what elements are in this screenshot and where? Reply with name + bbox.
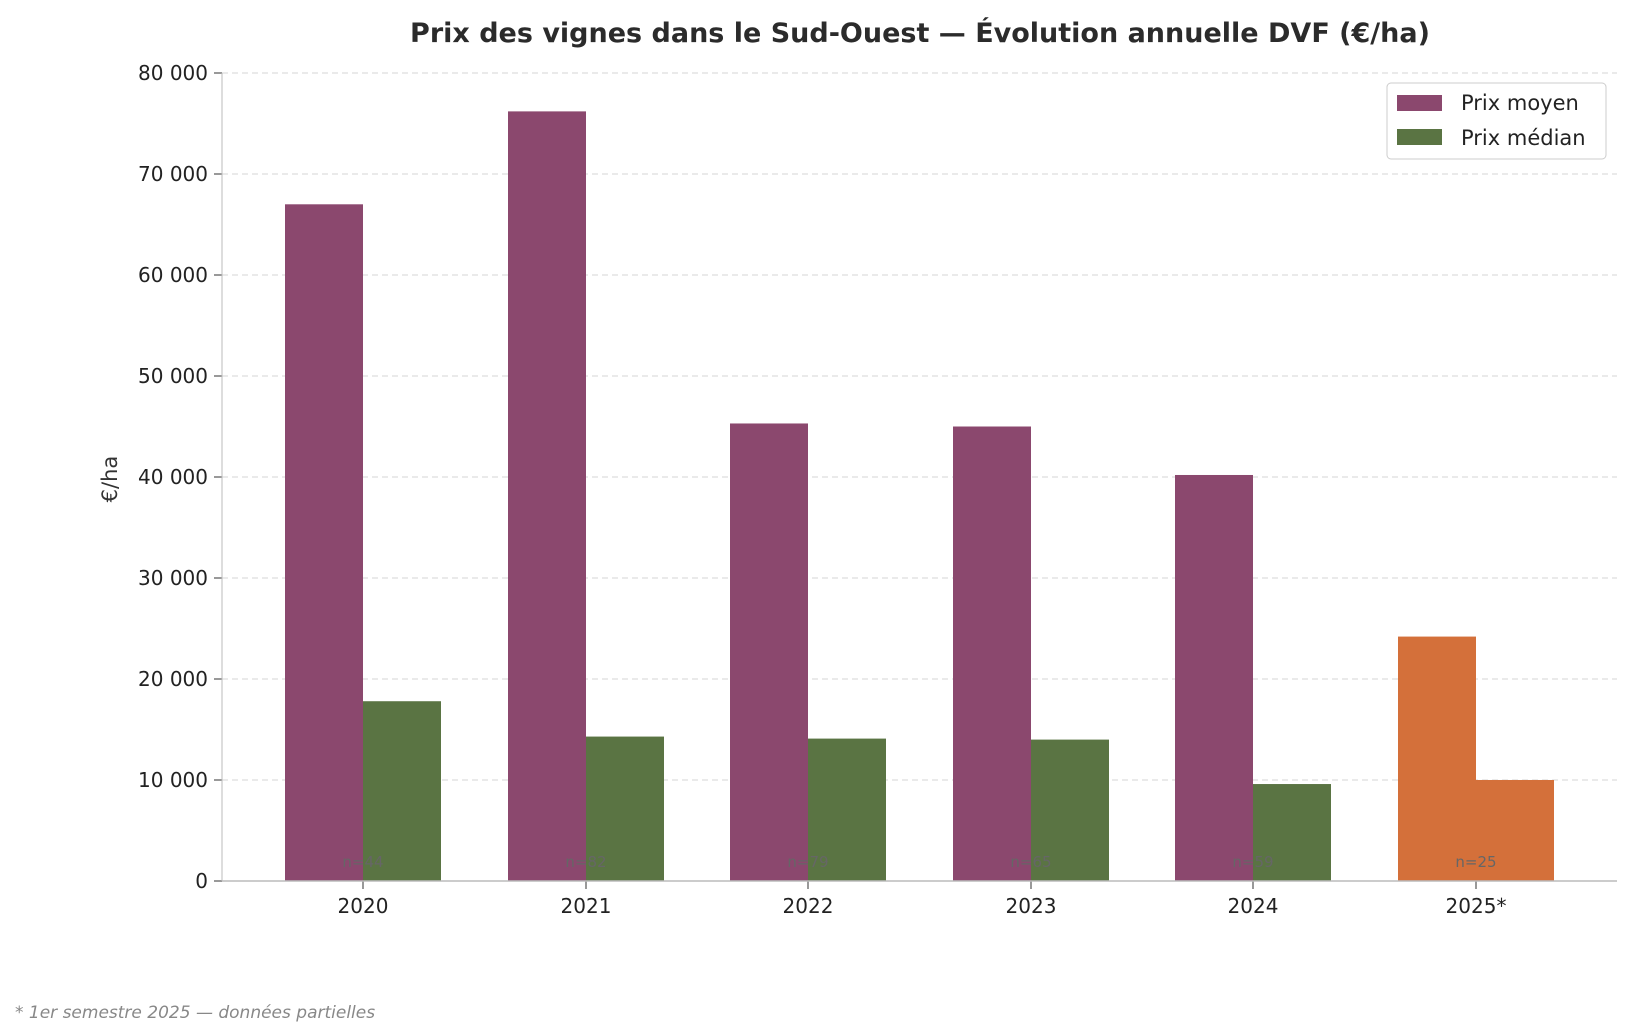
legend-swatch-prix-median: [1397, 129, 1442, 145]
sample-size-label: n=44: [342, 853, 383, 871]
x-tick-label: 2022: [783, 894, 834, 918]
bar-prix-median: [1031, 739, 1109, 881]
legend-swatch-prix-moyen: [1397, 95, 1442, 111]
bar-prix-median: [363, 701, 441, 881]
bar-prix-moyen: [1175, 474, 1253, 881]
x-tick-label: 2025*: [1446, 894, 1507, 918]
sample-size-label: n=65: [1010, 853, 1051, 871]
y-tick-label: 60 000: [138, 263, 208, 287]
y-tick-label: 80 000: [138, 61, 208, 85]
footnote: * 1er semestre 2025 — données partielles: [15, 1003, 375, 1023]
bar-prix-moyen: [953, 426, 1031, 881]
legend-label-prix-median: Prix médian: [1461, 126, 1586, 150]
bar-prix-median: [808, 738, 886, 881]
x-tick-label: 2020: [338, 894, 389, 918]
x-tick-label: 2023: [1006, 894, 1057, 918]
y-axis: 0 10 000 20 000 30 000 40 000 50 000 60 000 70 …: [138, 61, 223, 893]
y-tick-label: 30 000: [138, 566, 208, 590]
x-tick-label: 2021: [561, 894, 612, 918]
bar-prix-moyen: [508, 111, 586, 881]
sample-size-label: n=59: [1232, 853, 1273, 871]
legend: Prix moyen Prix médian: [1386, 82, 1607, 160]
x-axis: 2020 2021 2022 2023 2024 2025*: [222, 880, 1617, 918]
annotations: n=44 n=82 n=79 n=65 n=59 n=25: [342, 853, 1496, 871]
y-tick-label: 0: [195, 869, 208, 893]
legend-label-prix-moyen: Prix moyen: [1461, 91, 1579, 115]
bar-prix-moyen: [285, 204, 363, 882]
y-tick-label: 50 000: [138, 364, 208, 388]
bar-prix-moyen: [730, 423, 808, 881]
y-tick-label: 40 000: [138, 465, 208, 489]
chart-title: Prix des vignes dans le Sud-Ouest — Évol…: [410, 17, 1430, 49]
bar-prix-median: [586, 736, 664, 881]
bar-prix-median: [1476, 780, 1554, 881]
sample-size-label: n=79: [787, 853, 828, 871]
sample-size-label: n=25: [1455, 853, 1496, 871]
bar-prix-moyen: [1398, 636, 1476, 881]
y-tick-label: 20 000: [138, 667, 208, 691]
x-tick-label: 2024: [1228, 894, 1279, 918]
bars: [285, 111, 1554, 882]
sample-size-label: n=82: [565, 853, 606, 871]
y-tick-label: 70 000: [138, 162, 208, 186]
gridlines: [222, 72, 1617, 781]
y-tick-label: 10 000: [138, 768, 208, 792]
y-axis-label: €/ha: [98, 456, 122, 503]
bar-prix-median: [1253, 784, 1331, 881]
